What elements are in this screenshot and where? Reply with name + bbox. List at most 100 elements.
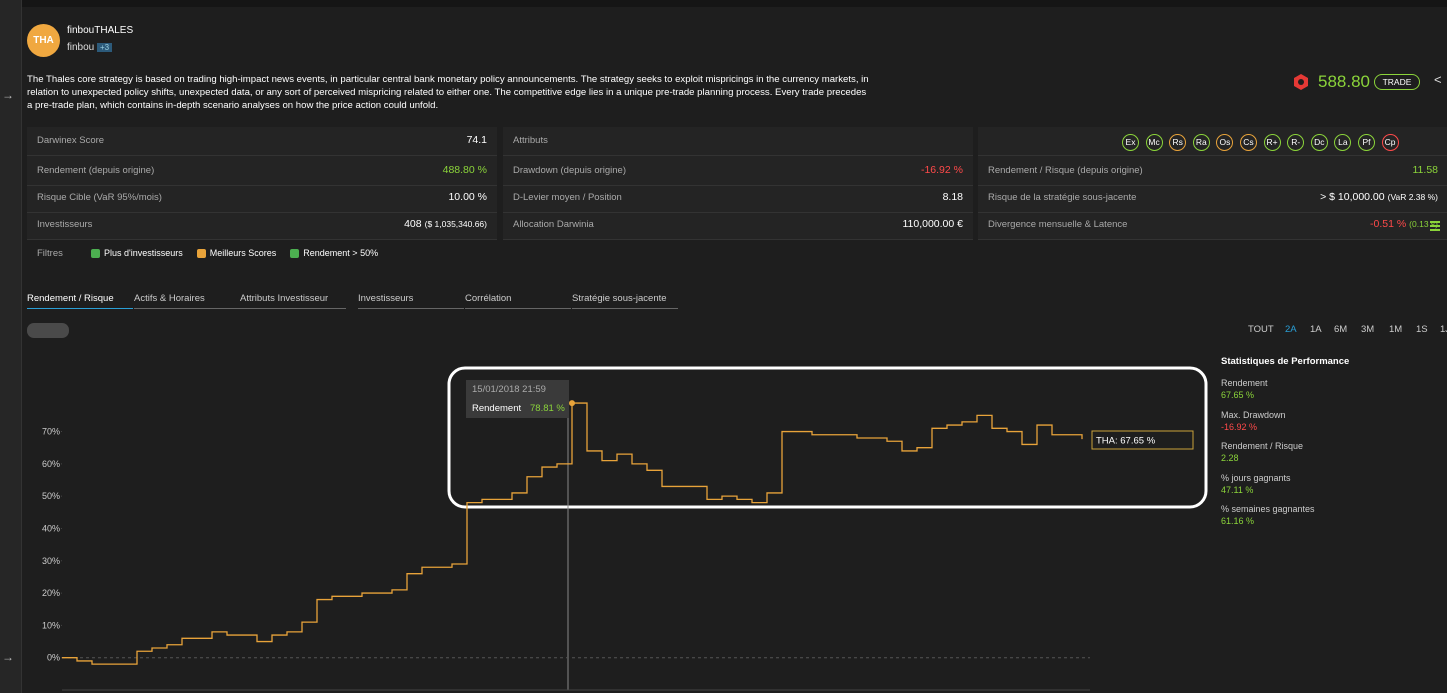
attribute-badge[interactable]: Cs <box>1240 134 1257 151</box>
filters-label: Filtres <box>37 248 63 259</box>
tab[interactable]: Corrélation <box>465 293 571 309</box>
stat-value-part: ($ 1,035,340.66) <box>424 219 487 229</box>
attribute-badge[interactable]: Rs <box>1169 134 1187 151</box>
description: The Thales core strategy is based on tra… <box>27 74 869 111</box>
tooltip-value: 78.81 % <box>530 403 565 414</box>
performance-label: Max. Drawdown <box>1221 409 1286 420</box>
row-line <box>27 239 497 240</box>
row-line <box>27 212 497 213</box>
tab[interactable]: Stratégie sous-jacente <box>572 293 678 309</box>
stat-label: Risque de la stratégie sous-jacente <box>988 192 1137 203</box>
attribute-badge[interactable]: Cp <box>1381 134 1399 151</box>
tooltip-label: Rendement <box>472 403 521 414</box>
row-line <box>503 212 973 213</box>
latency-icon <box>1430 221 1440 231</box>
row-line <box>978 185 1447 186</box>
stat-value: 11.58 <box>1413 164 1439 176</box>
y-tick-label: 60% <box>42 459 60 469</box>
y-tick-label: 50% <box>42 491 60 501</box>
attribute-badge[interactable]: Ex <box>1122 134 1139 151</box>
share-icon[interactable]: < <box>1434 72 1442 87</box>
tab[interactable]: Investisseurs <box>358 293 464 309</box>
period-button[interactable]: 1A <box>1310 324 1322 335</box>
row-line <box>503 239 973 240</box>
filter-text[interactable]: Plus d'investisseurs <box>104 248 183 258</box>
stat-value-part: 10.00 % <box>448 191 487 203</box>
performance-label: Rendement / Risque <box>1221 441 1304 451</box>
row-line <box>978 212 1447 213</box>
performance-label: % jours gagnants <box>1221 472 1291 483</box>
stat-value: 10.00 % <box>448 191 487 203</box>
stat-label: Risque Cible (VaR 95%/mois) <box>37 192 162 203</box>
row-line <box>978 155 1447 156</box>
period-button[interactable]: 6M <box>1334 324 1348 335</box>
row-line <box>27 155 497 156</box>
performance-label: Rendement <box>1221 378 1268 388</box>
filter-text[interactable]: Rendement > 50% <box>303 248 379 258</box>
filter-text[interactable]: Meilleurs Scores <box>209 248 277 258</box>
performance-value: 2.28 <box>1221 453 1239 463</box>
stats-table: Darwinex Score 74.1 Attributs Rendement (de… <box>27 127 1447 240</box>
period-button[interactable]: 1J <box>1440 324 1447 335</box>
period-button[interactable]: 1M <box>1389 324 1403 335</box>
row-line <box>978 239 1447 240</box>
period-button[interactable]: 2A <box>1285 324 1297 335</box>
chart-type-toggle[interactable] <box>27 323 69 338</box>
period-button[interactable]: 3M <box>1361 324 1375 335</box>
performance-label: % semaines gagnantes <box>1221 504 1315 514</box>
avatar: THA <box>27 24 60 57</box>
series-line <box>62 402 1083 665</box>
stat-value-part: -16.92 % <box>920 164 963 176</box>
stat-value-part: (0.13 s) <box>1409 219 1438 229</box>
hover-point <box>569 400 575 407</box>
y-tick-label: 20% <box>42 588 60 598</box>
attribute-badge[interactable]: Os <box>1216 134 1234 151</box>
stat-value-part: -0.51 % <box>1369 218 1407 230</box>
y-tick-label: 0% <box>47 653 60 663</box>
stat-label: Drawdown (depuis origine) <box>513 165 626 176</box>
stat-label: D-Levier moyen / Position <box>513 192 622 203</box>
stat-label: Rendement (depuis origine) <box>37 165 155 176</box>
attribute-badge[interactable]: Mc <box>1145 134 1163 151</box>
filter-icon[interactable] <box>91 249 100 258</box>
stat-value-part: 11.58 <box>1412 164 1439 176</box>
attribute-badge[interactable]: R+ <box>1263 134 1281 151</box>
end-label: THA: 67.65 % <box>1096 436 1156 447</box>
stat-label: Darwinex Score <box>37 135 105 146</box>
stat-value-part: 74.1 <box>466 134 487 146</box>
filter-icon[interactable] <box>290 249 300 258</box>
stat-value-part: 8.18 <box>942 191 963 203</box>
attribute-badge[interactable]: La <box>1334 134 1352 151</box>
tab[interactable]: Actifs & Horaires <box>134 293 240 309</box>
expand-arrow[interactable]: → <box>2 88 14 102</box>
end-label-box <box>1091 430 1194 450</box>
stat-value-part: 488.80 % <box>442 164 487 176</box>
filter-icon[interactable] <box>196 249 206 258</box>
stat-value: 110,000.00 € <box>902 218 963 230</box>
stat-value-part: (VaR 2.38 %) <box>1387 192 1438 202</box>
user-name: finbou <box>67 42 95 53</box>
period-button[interactable]: 1S <box>1416 324 1428 335</box>
row-line <box>27 185 497 186</box>
performance-value: 61.16 % <box>1221 516 1255 526</box>
stat-label: Divergence mensuelle & Latence <box>988 219 1128 230</box>
trade-button[interactable]: TRADE <box>1374 74 1420 90</box>
stat-value: -0.51 % (0.13 s) <box>1370 218 1438 230</box>
y-tick-label: 70% <box>42 427 60 437</box>
attribute-badge[interactable]: Ra <box>1192 134 1210 151</box>
attribute-badge[interactable]: R- <box>1287 134 1305 151</box>
attribute-badge[interactable]: Pf <box>1358 134 1375 151</box>
tab[interactable]: Attributs Investisseur <box>240 293 346 309</box>
performance-value: 67.65 % <box>1221 390 1255 400</box>
performance-value: -16.92 % <box>1221 421 1258 432</box>
row-line <box>503 185 973 186</box>
expand-arrow[interactable]: → <box>2 650 14 664</box>
y-tick-label: 40% <box>42 523 60 533</box>
tab[interactable]: Rendement / Risque <box>27 293 133 309</box>
attribute-badge[interactable]: Dc <box>1310 134 1328 151</box>
top-bar <box>0 0 1447 7</box>
stat-value: > $ 10,000.00 (VaR 2.38 %) <box>1320 191 1438 203</box>
period-button[interactable]: TOUT <box>1248 324 1274 335</box>
